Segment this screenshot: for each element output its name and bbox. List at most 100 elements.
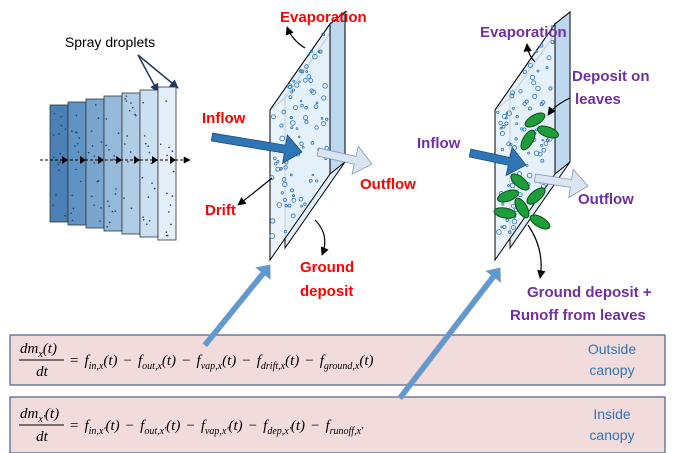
label: Runoff from leaves	[510, 307, 646, 324]
dot	[149, 220, 151, 222]
dot	[88, 152, 90, 154]
dot	[148, 196, 150, 198]
dot	[91, 130, 93, 132]
operator: −	[186, 418, 194, 434]
symbol: dm	[20, 341, 39, 357]
dot	[123, 197, 125, 199]
label: Spray droplets	[65, 34, 155, 50]
dot	[151, 182, 153, 184]
slab	[86, 99, 104, 228]
dot	[124, 98, 126, 100]
dot	[53, 134, 55, 136]
dot	[76, 115, 78, 117]
subscript: runoff,x'	[330, 426, 364, 437]
dot	[150, 163, 152, 165]
dot	[114, 210, 116, 212]
label: Ground deposit +	[527, 284, 652, 301]
slab	[50, 105, 68, 222]
equations: dmx(t)dt=fin,x(t)−fout,x(t)−fvap,x(t)−fd…	[10, 335, 665, 453]
dot	[73, 208, 75, 210]
dot	[166, 154, 168, 156]
label: Evaporation	[480, 24, 567, 41]
pointer	[287, 27, 305, 48]
dot	[112, 211, 114, 213]
dot	[130, 151, 132, 153]
dot	[93, 162, 95, 164]
dot	[92, 145, 94, 147]
operator: −	[242, 353, 250, 369]
dot	[109, 222, 111, 224]
dot	[130, 102, 132, 104]
argument: (t)	[43, 341, 57, 357]
dot	[94, 155, 96, 157]
label: Deposit on	[572, 68, 650, 85]
dot	[170, 204, 172, 206]
leaf	[528, 212, 552, 232]
box-label: canopy	[589, 362, 634, 378]
dot	[78, 151, 80, 153]
operator: −	[126, 418, 134, 434]
dot	[127, 161, 129, 163]
dot	[142, 216, 144, 218]
argument: (t)	[45, 406, 59, 422]
slab	[104, 96, 122, 231]
dot	[145, 143, 147, 145]
argument: (t)	[229, 418, 243, 434]
argument: (t)	[285, 353, 299, 369]
symbol: dm	[20, 406, 39, 422]
label: Inflow	[202, 110, 246, 127]
dot	[57, 163, 59, 165]
label: deposit	[300, 283, 353, 300]
dot	[93, 204, 95, 206]
dot	[54, 113, 56, 115]
dot	[107, 201, 109, 203]
dot	[132, 107, 134, 109]
denominator: dt	[36, 429, 49, 445]
arrow	[203, 265, 270, 347]
dot	[61, 125, 63, 127]
dot	[142, 177, 144, 179]
slab	[122, 93, 140, 234]
dot	[59, 153, 61, 155]
dot	[149, 152, 151, 154]
argument: (t)	[222, 353, 236, 369]
dot	[71, 130, 73, 132]
dot	[115, 188, 117, 190]
dot	[72, 220, 74, 222]
dot	[76, 132, 78, 134]
dot	[58, 133, 60, 135]
dot	[126, 100, 128, 102]
dot	[124, 143, 126, 145]
slab-side	[330, 12, 345, 174]
label: Drift	[205, 202, 236, 219]
label: Outflow	[360, 176, 416, 193]
dot	[154, 188, 156, 190]
dot	[100, 207, 102, 209]
dot	[52, 205, 54, 207]
box-label: Inside	[593, 406, 631, 422]
argument: (t)	[106, 418, 120, 434]
dot	[60, 116, 62, 118]
dot	[160, 143, 162, 145]
dot	[126, 135, 128, 137]
operator: −	[311, 418, 319, 434]
dot	[65, 128, 67, 130]
label: Inflow	[417, 135, 461, 152]
dot	[108, 205, 110, 207]
dot	[118, 132, 120, 134]
pointer	[138, 55, 158, 92]
argument: (t)	[291, 418, 305, 434]
arrow	[211, 133, 302, 163]
subscript: drift,x	[261, 361, 286, 372]
operator: −	[182, 353, 190, 369]
denominator: dt	[36, 364, 49, 380]
dot	[101, 141, 103, 143]
dot	[126, 95, 128, 97]
subscript: dep,x'	[267, 426, 291, 437]
label: Outflow	[578, 191, 634, 208]
dot	[79, 137, 81, 139]
dot	[91, 195, 93, 197]
dot	[75, 169, 77, 171]
box-label: canopy	[589, 427, 634, 443]
dot	[166, 231, 168, 233]
